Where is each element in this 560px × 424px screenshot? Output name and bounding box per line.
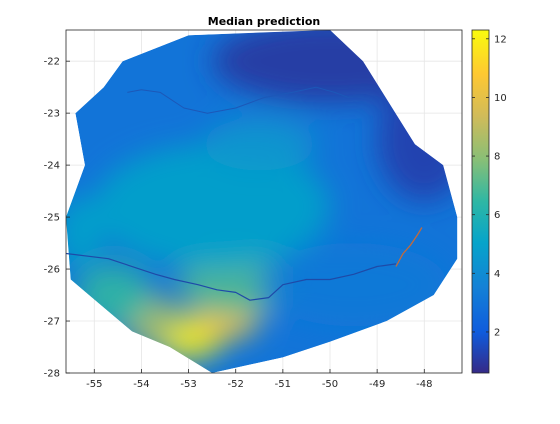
- axes-box: [65, 29, 463, 374]
- y-tick-label: -23: [44, 109, 60, 120]
- river-north: [127, 86, 350, 114]
- x-tick-label: -48: [416, 379, 432, 390]
- heatmap-hotspot: [179, 253, 293, 316]
- x-tick-label: -52: [228, 379, 244, 390]
- colorbar-scale: [471, 29, 490, 374]
- colorbar-tick-label: 10: [494, 93, 507, 104]
- x-tick-label: -54: [133, 379, 149, 390]
- colorbar-tick-label: 4: [494, 269, 500, 280]
- x-tick-label: -55: [86, 379, 102, 390]
- y-tick-label: -25: [44, 213, 60, 224]
- colorbar-tick-label: 6: [494, 210, 500, 221]
- river-coast: [395, 227, 423, 267]
- x-tick-label: -51: [275, 379, 291, 390]
- x-tick-label: -49: [369, 379, 385, 390]
- chart-title: Median prediction: [208, 15, 320, 28]
- y-tick-label: -27: [44, 317, 60, 328]
- colorbar-tick-label: 8: [494, 152, 500, 163]
- colorbar-tick-label: 12: [494, 34, 507, 45]
- y-tick-label: -22: [44, 57, 60, 68]
- heatmap-hotspot: [202, 118, 316, 171]
- heatmap-hotspot: [66, 196, 104, 270]
- river-south: [66, 252, 397, 301]
- y-axis: -22 -23 -24 -25 -26 -27 -28: [44, 57, 70, 380]
- river-lines: [66, 86, 423, 301]
- heatmap-hotspot: [94, 144, 331, 270]
- x-axis: -55 -54 -53 -52 -51 -50 -49 -48: [86, 369, 432, 390]
- y-tick-label: -28: [44, 369, 60, 380]
- colorbar-tick-label: 2: [494, 327, 500, 338]
- heatmap-hotspot: [259, 243, 448, 327]
- y-tick-label: -24: [44, 161, 60, 172]
- colorbar: 2 4 6 8 10 12: [471, 29, 507, 374]
- colorbar-ticks: 2 4 6 8 10 12: [472, 34, 507, 338]
- x-tick-label: -50: [322, 379, 338, 390]
- y-tick-label: -26: [44, 265, 60, 276]
- heatmap-hotspot: [75, 263, 151, 327]
- x-tick-label: -53: [180, 379, 196, 390]
- heatmap-surface: [66, 30, 458, 373]
